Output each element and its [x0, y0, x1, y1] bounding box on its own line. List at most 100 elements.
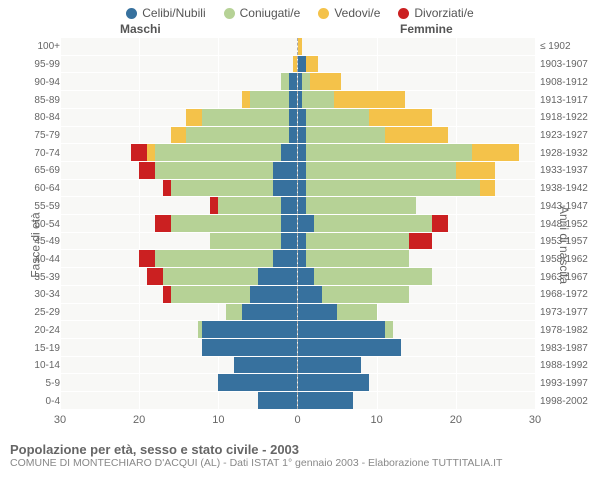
segment-s: [298, 144, 306, 161]
segment-m: [314, 268, 433, 285]
segment-m: [171, 180, 274, 197]
chart-title: Popolazione per età, sesso e stato civil…: [10, 442, 590, 457]
segment-s: [242, 304, 297, 321]
segment-m: [210, 233, 281, 250]
segment-d: [163, 180, 171, 197]
segment-m: [226, 304, 242, 321]
age-label: 45-49: [5, 233, 60, 251]
segment-d: [155, 215, 171, 232]
age-label: 35-39: [5, 268, 60, 286]
birth-label: 1918-1922: [540, 109, 595, 127]
birth-label: 1913-1917: [540, 91, 595, 109]
pyramid-row: [60, 304, 535, 322]
birth-label: 1963-1967: [540, 268, 595, 286]
segment-m: [155, 162, 274, 179]
segment-s: [298, 374, 369, 391]
female-half: [297, 321, 535, 338]
birth-label: 1948-1952: [540, 215, 595, 233]
female-half: [297, 180, 535, 197]
segment-d: [131, 144, 147, 161]
female-half: [297, 197, 535, 214]
segment-d: [139, 250, 155, 267]
pyramid-row: [60, 374, 535, 392]
legend-label: Vedovi/e: [334, 6, 380, 20]
birth-axis: ≤ 19021903-19071908-19121913-19171918-19…: [540, 38, 595, 410]
age-label: 25-29: [5, 304, 60, 322]
female-half: [297, 233, 535, 250]
segment-s: [298, 197, 306, 214]
segment-w: [472, 144, 519, 161]
male-half: [60, 321, 297, 338]
x-tick: 30: [529, 414, 541, 426]
female-half: [297, 162, 535, 179]
segment-s: [218, 374, 297, 391]
legend-swatch: [126, 8, 137, 19]
male-half: [60, 339, 297, 356]
male-half: [60, 91, 297, 108]
segment-d: [432, 215, 448, 232]
segment-s: [273, 180, 297, 197]
legend-swatch: [224, 8, 235, 19]
male-half: [60, 162, 297, 179]
age-label: 80-84: [5, 109, 60, 127]
birth-label: 1938-1942: [540, 180, 595, 198]
segment-s: [289, 109, 297, 126]
segment-w: [147, 144, 155, 161]
pyramid-row: [60, 392, 535, 410]
segment-m: [218, 197, 281, 214]
age-label: 50-54: [5, 215, 60, 233]
male-half: [60, 73, 297, 90]
chart-subtitle: COMUNE DI MONTECHIARO D'ACQUI (AL) - Dat…: [10, 457, 590, 469]
age-label: 40-44: [5, 251, 60, 269]
male-half: [60, 144, 297, 161]
plot-area: [60, 38, 535, 410]
segment-s: [298, 250, 306, 267]
male-half: [60, 38, 297, 55]
legend-item: Divorziati/e: [398, 6, 473, 20]
segment-m: [306, 250, 409, 267]
segment-m: [155, 144, 281, 161]
birth-label: 1988-1992: [540, 357, 595, 375]
male-half: [60, 109, 297, 126]
female-half: [297, 109, 535, 126]
pyramid-chart: Fasce di età Anni di nascita 100+95-9990…: [0, 38, 600, 438]
segment-w: [456, 162, 495, 179]
pyramid-row: [60, 127, 535, 145]
pyramid-row: [60, 339, 535, 357]
column-headers: Maschi Femmine: [0, 22, 600, 38]
pyramid-row: [60, 250, 535, 268]
male-half: [60, 304, 297, 321]
age-label: 70-74: [5, 144, 60, 162]
pyramid-row: [60, 56, 535, 74]
male-half: [60, 357, 297, 374]
segment-d: [210, 197, 218, 214]
age-label: 0-4: [5, 392, 60, 410]
x-tick: 0: [294, 414, 300, 426]
segment-s: [281, 144, 297, 161]
pyramid-row: [60, 286, 535, 304]
age-label: 65-69: [5, 162, 60, 180]
birth-label: 1958-1962: [540, 251, 595, 269]
female-half: [297, 357, 535, 374]
female-half: [297, 91, 535, 108]
segment-s: [273, 250, 297, 267]
male-half: [60, 268, 297, 285]
female-half: [297, 127, 535, 144]
pyramid-row: [60, 73, 535, 91]
pyramid-row: [60, 162, 535, 180]
pyramid-row: [60, 357, 535, 375]
age-label: 30-34: [5, 286, 60, 304]
segment-s: [281, 215, 297, 232]
birth-label: 1973-1977: [540, 304, 595, 322]
segment-s: [298, 127, 306, 144]
female-half: [297, 250, 535, 267]
birth-label: 1903-1907: [540, 56, 595, 74]
segment-w: [334, 91, 405, 108]
segment-s: [298, 162, 306, 179]
legend-label: Divorziati/e: [414, 6, 473, 20]
segment-w: [186, 109, 202, 126]
footer: Popolazione per età, sesso e stato civil…: [0, 438, 600, 469]
birth-label: 1928-1932: [540, 144, 595, 162]
x-axis: 3020100102030: [60, 414, 535, 430]
segment-s: [258, 392, 297, 409]
